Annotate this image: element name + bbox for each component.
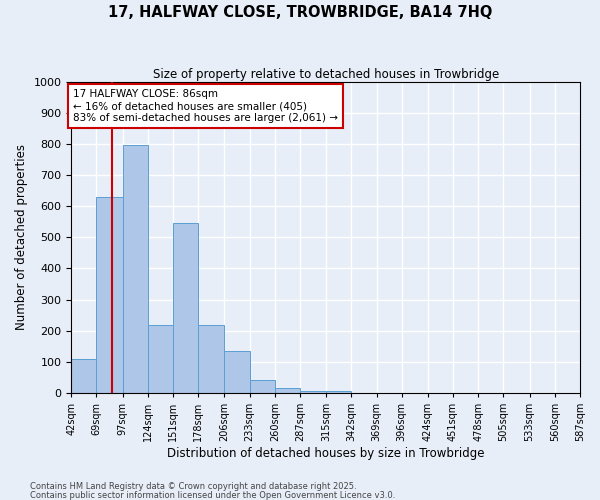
Y-axis label: Number of detached properties: Number of detached properties: [15, 144, 28, 330]
Bar: [224, 351, 250, 393]
Bar: [97, 197, 122, 393]
Bar: [275, 388, 300, 393]
Text: Contains HM Land Registry data © Crown copyright and database right 2025.: Contains HM Land Registry data © Crown c…: [30, 482, 356, 491]
Text: 17, HALFWAY CLOSE, TROWBRIDGE, BA14 7HQ: 17, HALFWAY CLOSE, TROWBRIDGE, BA14 7HQ: [108, 5, 492, 20]
Bar: [122, 146, 148, 393]
Bar: [250, 380, 275, 393]
X-axis label: Distribution of detached houses by size in Trowbridge: Distribution of detached houses by size …: [167, 447, 484, 460]
Bar: [198, 324, 224, 393]
Bar: [326, 390, 352, 393]
Bar: [148, 324, 173, 393]
Bar: [300, 391, 326, 393]
Bar: [71, 359, 97, 393]
Title: Size of property relative to detached houses in Trowbridge: Size of property relative to detached ho…: [152, 68, 499, 80]
Text: 17 HALFWAY CLOSE: 86sqm
← 16% of detached houses are smaller (405)
83% of semi-d: 17 HALFWAY CLOSE: 86sqm ← 16% of detache…: [73, 90, 338, 122]
Bar: [173, 224, 198, 393]
Text: Contains public sector information licensed under the Open Government Licence v3: Contains public sector information licen…: [30, 490, 395, 500]
